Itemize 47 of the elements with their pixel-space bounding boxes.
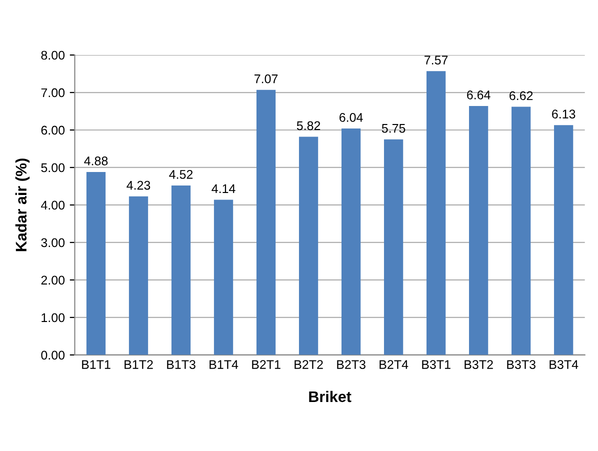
data-label: 6.62	[510, 91, 533, 100]
x-tick-label: B3T2	[464, 360, 493, 369]
y-tick-label: 8.00	[41, 50, 65, 60]
bar	[554, 125, 574, 355]
bar	[384, 139, 404, 355]
data-label: 4.88	[84, 156, 108, 166]
y-tick-label: 3.00	[41, 238, 65, 248]
data-label: 5.82	[296, 121, 320, 130]
y-axis-title: Kadar air (%)	[15, 158, 30, 252]
bar	[171, 185, 191, 355]
data-label: 4.14	[212, 184, 236, 193]
x-tick-label: B2T4	[380, 360, 408, 369]
x-tick-label: B1T3	[167, 360, 196, 369]
y-tick-label: 2.00	[41, 276, 65, 285]
bar	[214, 200, 234, 355]
y-tick-label: 5.00	[41, 163, 65, 172]
x-tick-label: B3T3	[507, 360, 536, 369]
data-label: 7.57	[424, 56, 448, 65]
x-tick-label: B1T2	[124, 360, 153, 369]
y-tick-label: 4.00	[40, 200, 65, 210]
bar	[256, 90, 276, 355]
bar	[86, 172, 106, 355]
data-label: 4.23	[126, 180, 150, 190]
data-label: 4.52	[169, 170, 193, 179]
bar	[128, 196, 148, 355]
bar	[426, 71, 446, 355]
bar	[298, 136, 318, 355]
x-tick-label: B2T1	[252, 360, 280, 369]
x-tick-label: B3T1	[422, 360, 450, 369]
x-axis-title: Briket	[309, 390, 352, 402]
data-label: 5.75	[382, 124, 406, 133]
bar	[512, 106, 531, 355]
bar	[341, 128, 361, 355]
x-tick-label: B1T1	[82, 360, 110, 369]
data-label: 6.64	[467, 90, 490, 100]
y-tick-label: 6.00	[41, 126, 65, 135]
y-tick-label: 0.00	[41, 350, 65, 360]
bar	[469, 106, 488, 355]
data-label: 6.04	[340, 113, 363, 122]
data-label: 6.13	[552, 110, 576, 118]
data-label: 7.07	[254, 74, 278, 84]
x-tick-label: B1T4	[210, 360, 238, 369]
y-tick-label: 7.00	[41, 88, 65, 98]
x-tick-label: B3T4	[550, 360, 578, 369]
x-tick-label: B2T3	[337, 360, 366, 369]
x-tick-label: B2T2	[294, 360, 323, 369]
y-tick-label: 1.00	[42, 313, 65, 322]
